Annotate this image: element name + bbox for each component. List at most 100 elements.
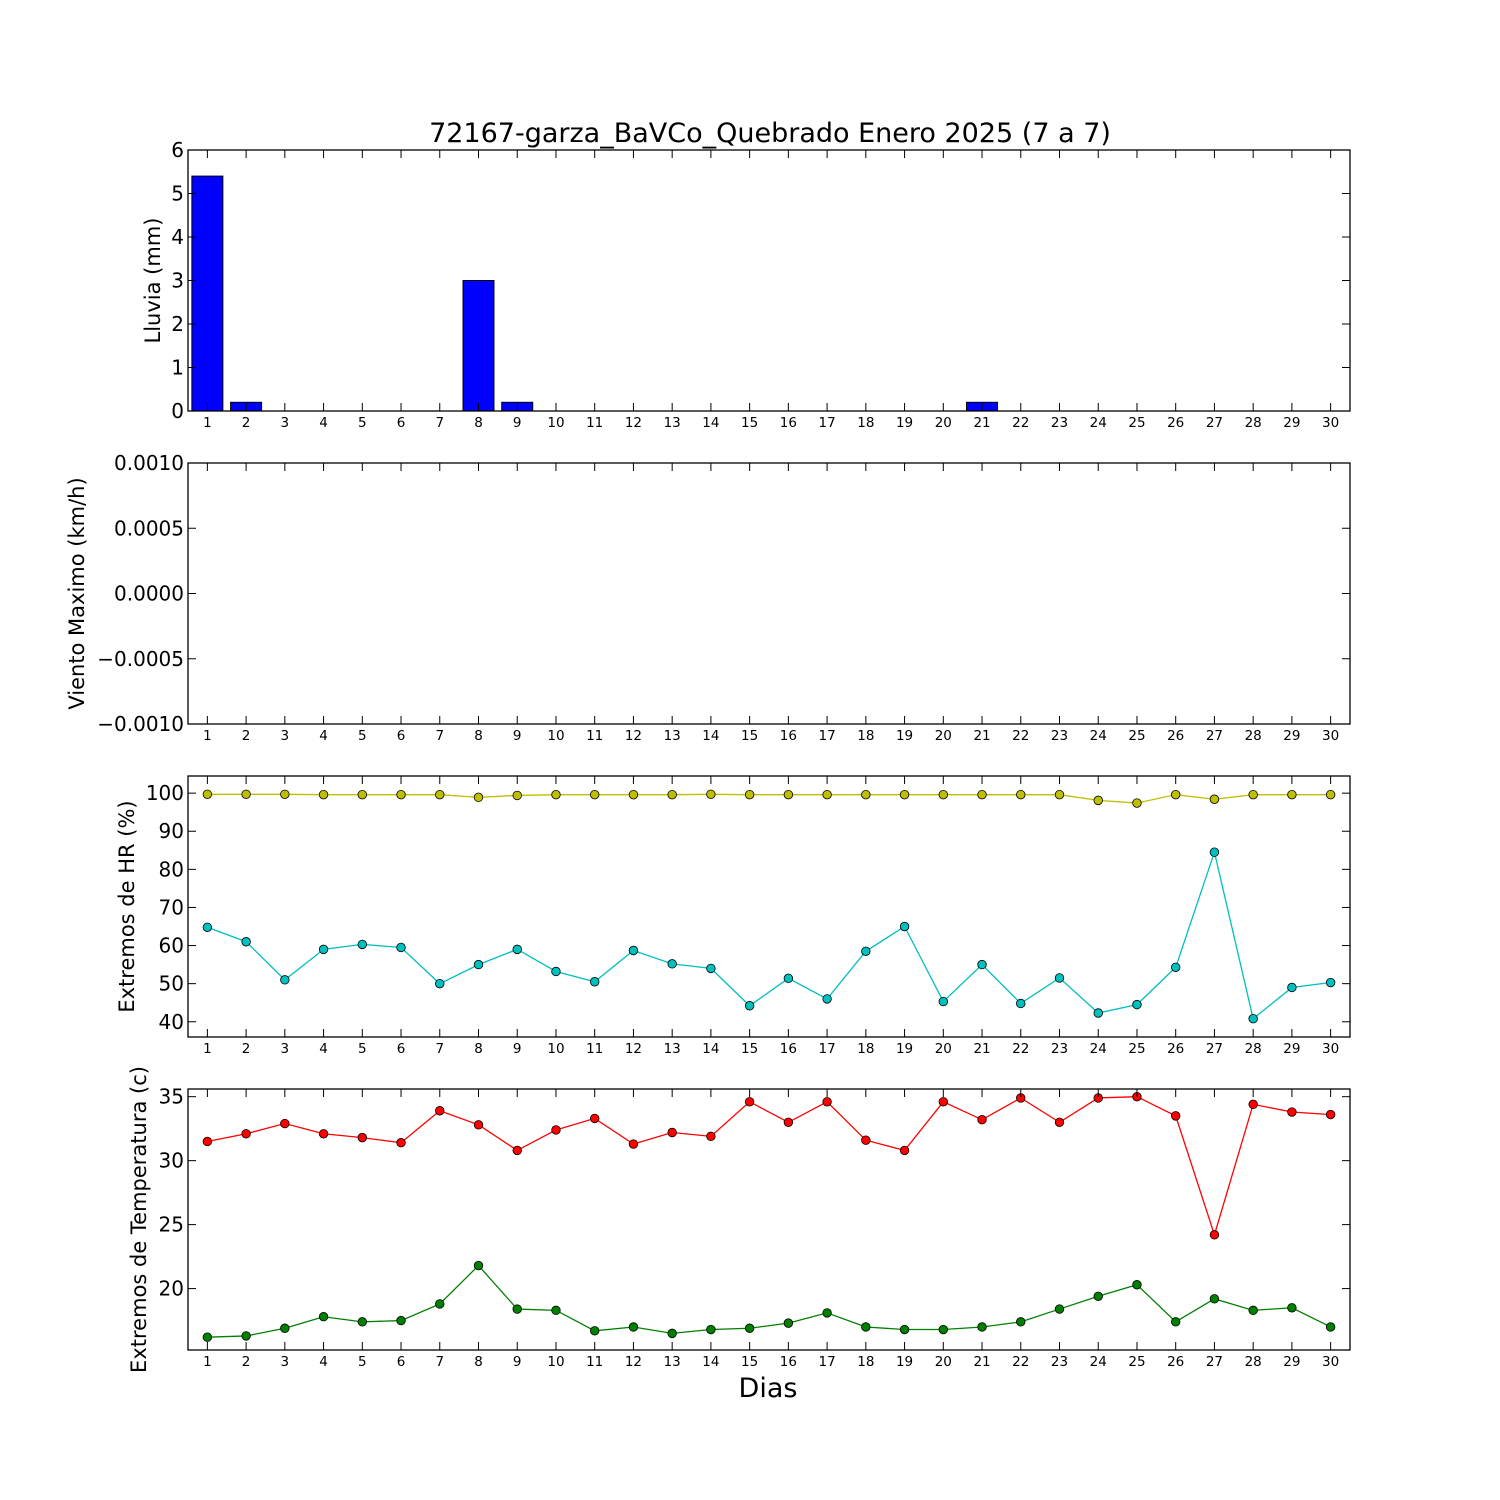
point-temperature-1-day-28: [1248, 1305, 1258, 1316]
x-tick-label: 2: [242, 728, 251, 744]
chart-title: 72167-garza_BaVCo_Quebrado Enero 2025 (7…: [429, 118, 1111, 149]
x-tick-label: 16: [780, 1354, 797, 1370]
x-tick-label: 19: [896, 728, 913, 744]
point-temperature-0-day-23: [1054, 1117, 1065, 1127]
x-tick-label: 13: [664, 728, 681, 744]
point-humidity-0-day-5: [357, 789, 368, 800]
y-tick-label: 1: [171, 356, 184, 380]
x-tick-label: 5: [358, 415, 367, 431]
x-tick-label: 12: [625, 728, 642, 744]
point-temperature-0-day-19: [899, 1145, 910, 1156]
point-humidity-1-day-6: [396, 942, 406, 953]
point-humidity-1-day-3: [280, 975, 290, 985]
x-tick-label: 23: [1051, 1354, 1068, 1370]
point-temperature-1-day-22: [1016, 1317, 1026, 1327]
x-tick-label: 11: [586, 1354, 603, 1370]
point-temperature-0-day-12: [628, 1139, 639, 1149]
x-tick-label: 18: [857, 1041, 874, 1057]
x-tick-label: 1: [203, 415, 212, 431]
point-temperature-1-day-14: [706, 1324, 716, 1335]
x-tick-label: 8: [474, 415, 483, 431]
x-tick-label: 26: [1167, 415, 1184, 431]
x-tick-label: 3: [281, 415, 290, 431]
axes-frame-rain: [187, 149, 1351, 412]
x-tick-label: 4: [319, 1041, 328, 1057]
point-temperature-1-day-2: [241, 1331, 251, 1341]
x-tick-label: 6: [397, 1041, 406, 1057]
point-temperature-1-day-30: [1325, 1322, 1336, 1332]
x-tick-label: 21: [973, 728, 990, 744]
x-tick-label: 28: [1245, 415, 1262, 431]
point-temperature-0-day-17: [822, 1097, 832, 1107]
x-tick-label: 9: [513, 1354, 522, 1370]
point-humidity-1-day-28: [1248, 1014, 1258, 1024]
point-temperature-0-day-6: [396, 1138, 406, 1148]
y-tick-label: 30: [159, 1149, 184, 1173]
point-humidity-0-day-10: [551, 789, 561, 800]
x-tick-label: 15: [741, 415, 758, 431]
point-humidity-1-day-24: [1093, 1008, 1103, 1018]
x-tick-label: 1: [203, 728, 212, 744]
point-temperature-1-day-1: [202, 1332, 213, 1342]
x-tick-label: 21: [973, 1041, 990, 1057]
x-tick-label: 7: [435, 1354, 444, 1370]
axes-frame-humidity: [187, 775, 1351, 1038]
x-tick-label: 21: [973, 1354, 990, 1370]
x-tick-label: 16: [780, 415, 797, 431]
series-line-humidity-1: [207, 849, 1331, 1020]
x-tick-label: 24: [1090, 1354, 1107, 1370]
x-tick-label: 15: [741, 1354, 758, 1370]
x-tick-label: 13: [664, 415, 681, 431]
point-humidity-1-day-16: [783, 973, 794, 984]
y-tick-label: 35: [159, 1085, 184, 1109]
x-tick-label: 18: [857, 1354, 874, 1370]
x-tick-label: 6: [397, 415, 406, 431]
point-temperature-1-day-5: [357, 1317, 368, 1327]
point-humidity-1-day-19: [899, 921, 910, 932]
x-tick-label: 20: [935, 728, 952, 744]
point-humidity-0-day-13: [667, 789, 677, 800]
x-tick-label: 4: [319, 415, 328, 431]
x-tick-label: 24: [1090, 415, 1107, 431]
series-line-temperature-1: [207, 1264, 1331, 1338]
point-humidity-1-day-5: [357, 939, 368, 950]
x-tick-label: 17: [819, 415, 836, 431]
bar-rain-day-1: [191, 175, 224, 412]
y-axis-label-rain: Lluvia (mm): [141, 218, 165, 344]
x-tick-label: 13: [664, 1041, 681, 1057]
x-tick-label: 9: [513, 415, 522, 431]
point-temperature-1-day-11: [590, 1326, 600, 1336]
point-temperature-0-day-7: [435, 1106, 445, 1116]
point-humidity-1-day-9: [512, 944, 522, 955]
x-tick-label: 20: [935, 1041, 952, 1057]
point-humidity-1-day-13: [667, 959, 677, 969]
x-tick-label: 12: [625, 1041, 642, 1057]
x-tick-label: 24: [1090, 728, 1107, 744]
y-tick-label: 0.0010: [114, 451, 184, 475]
x-tick-label: 18: [857, 415, 874, 431]
point-humidity-1-day-18: [861, 946, 871, 956]
x-tick-label: 1: [203, 1354, 212, 1370]
point-humidity-1-day-21: [977, 959, 987, 970]
point-humidity-1-day-22: [1016, 998, 1026, 1009]
point-humidity-0-day-27: [1209, 794, 1220, 804]
x-tick-label: 13: [664, 1354, 681, 1370]
point-temperature-0-day-2: [241, 1129, 251, 1139]
x-tick-label: 14: [702, 415, 719, 431]
x-tick-label: 3: [281, 728, 290, 744]
x-tick-label: 9: [513, 1041, 522, 1057]
point-humidity-0-day-21: [977, 789, 987, 800]
x-tick-label: 6: [397, 1354, 406, 1370]
point-temperature-0-day-27: [1209, 1230, 1220, 1240]
point-humidity-0-day-20: [938, 789, 949, 800]
panel-wind: Viento Maximo (km/h) −0.0010 −0.0005 0.0000…: [65, 451, 1351, 744]
point-humidity-0-day-1: [202, 789, 213, 799]
point-humidity-0-day-23: [1054, 789, 1065, 800]
x-tick-label: 5: [358, 1354, 367, 1370]
point-temperature-0-day-8: [473, 1120, 484, 1130]
point-humidity-1-day-26: [1170, 962, 1181, 972]
x-tick-label: 3: [281, 1041, 290, 1057]
